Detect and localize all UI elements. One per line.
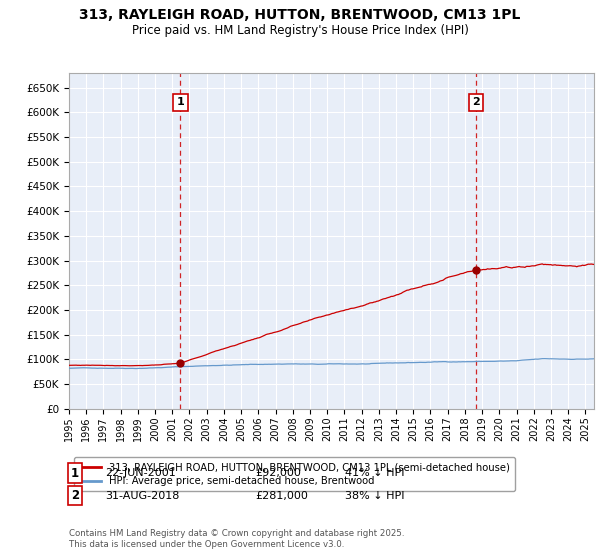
Text: £281,000: £281,000 xyxy=(255,491,308,501)
Text: Contains HM Land Registry data © Crown copyright and database right 2025.
This d: Contains HM Land Registry data © Crown c… xyxy=(69,529,404,549)
Text: 2: 2 xyxy=(71,489,79,502)
Text: 41% ↓ HPI: 41% ↓ HPI xyxy=(345,468,404,478)
Text: 2: 2 xyxy=(472,97,480,108)
Text: 1: 1 xyxy=(71,466,79,480)
Text: 22-JUN-2001: 22-JUN-2001 xyxy=(105,468,176,478)
Text: 313, RAYLEIGH ROAD, HUTTON, BRENTWOOD, CM13 1PL: 313, RAYLEIGH ROAD, HUTTON, BRENTWOOD, C… xyxy=(79,8,521,22)
Legend: 313, RAYLEIGH ROAD, HUTTON, BRENTWOOD, CM13 1PL (semi-detached house), HPI: Aver: 313, RAYLEIGH ROAD, HUTTON, BRENTWOOD, C… xyxy=(74,458,515,492)
Text: £92,000: £92,000 xyxy=(255,468,301,478)
Text: 1: 1 xyxy=(176,97,184,108)
Text: Price paid vs. HM Land Registry's House Price Index (HPI): Price paid vs. HM Land Registry's House … xyxy=(131,24,469,36)
Text: 31-AUG-2018: 31-AUG-2018 xyxy=(105,491,179,501)
Text: 38% ↓ HPI: 38% ↓ HPI xyxy=(345,491,404,501)
